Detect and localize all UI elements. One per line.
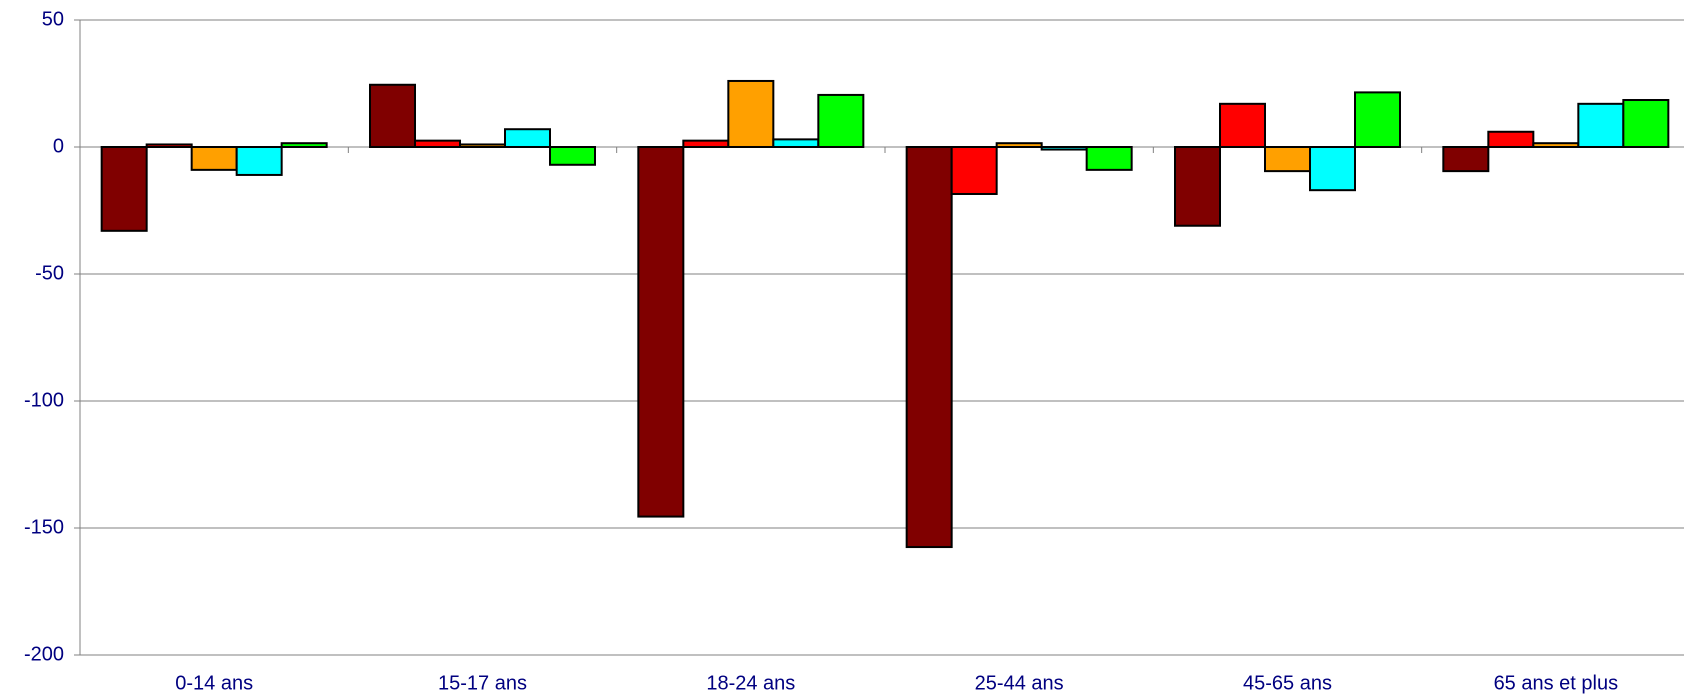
bar [1085, 146, 1133, 171]
y-tick-label: 0 [53, 135, 64, 157]
x-tick-label: 45-65 ans [1243, 672, 1332, 694]
y-tick-label: -200 [24, 643, 64, 665]
bar [369, 83, 416, 148]
bar [1174, 146, 1221, 227]
bar [190, 146, 238, 171]
y-tick-label: -50 [35, 262, 64, 284]
bar [549, 146, 596, 166]
bar [950, 146, 998, 195]
bar [1442, 146, 1490, 173]
bar [1354, 91, 1401, 148]
bar [1040, 146, 1088, 151]
bar [459, 143, 506, 149]
bar [1264, 146, 1311, 173]
bar [1309, 146, 1356, 192]
bar [414, 139, 461, 148]
bar [817, 93, 865, 148]
x-tick-label: 25-44 ans [975, 672, 1064, 694]
bar [905, 146, 953, 549]
bar [504, 128, 551, 149]
bar [1219, 102, 1266, 148]
bar [1532, 142, 1580, 149]
bar [1487, 130, 1535, 148]
bar [727, 79, 775, 148]
y-tick-label: -150 [24, 516, 64, 538]
x-tick-label: 0-14 ans [175, 672, 253, 694]
bar [100, 146, 148, 232]
y-tick-label: 50 [42, 8, 64, 30]
x-tick-label: 65 ans et plus [1494, 672, 1619, 694]
bar [995, 142, 1043, 149]
y-tick-label: -100 [24, 389, 64, 411]
bar [1622, 99, 1670, 149]
bar [280, 142, 328, 149]
bar [235, 146, 283, 176]
x-tick-label: 15-17 ans [438, 672, 527, 694]
bar [1577, 102, 1625, 148]
bar [772, 138, 820, 149]
x-tick-label: 18-24 ans [706, 672, 795, 694]
bar [637, 146, 685, 518]
bar [682, 139, 730, 148]
bar [145, 143, 193, 149]
